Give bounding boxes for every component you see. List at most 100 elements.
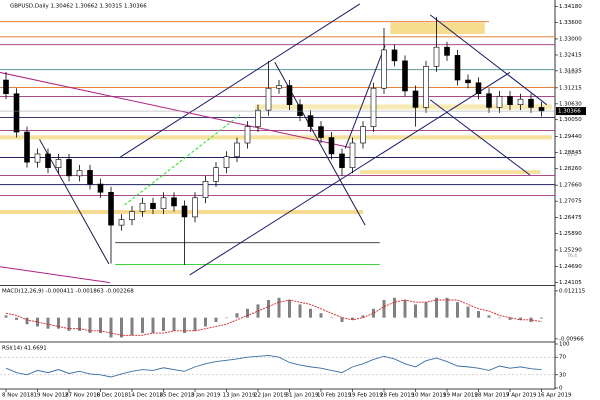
candle-body bbox=[223, 156, 230, 168]
candle-body bbox=[160, 197, 167, 210]
macd-bar bbox=[466, 306, 470, 318]
y-tick-label: 1.29440 bbox=[559, 134, 582, 140]
macd-bar bbox=[183, 317, 186, 334]
fib-label: 76.4 bbox=[567, 253, 577, 259]
macd-bar bbox=[204, 317, 207, 327]
chart-title: GBPUSD,Daily 1.30462 1.30662 1.30315 1.3… bbox=[10, 4, 147, 10]
macd-bar bbox=[88, 317, 92, 334]
macd-bar bbox=[351, 317, 354, 320]
x-tick-label: 3 Jan 2019 bbox=[191, 393, 221, 399]
macd-bar bbox=[424, 302, 428, 318]
candle-body bbox=[45, 153, 51, 168]
candle-body bbox=[24, 131, 30, 163]
candle-body bbox=[108, 191, 114, 226]
candle-body bbox=[286, 85, 293, 105]
candle-body bbox=[402, 60, 408, 92]
macd-bar bbox=[403, 300, 407, 318]
candle-body bbox=[181, 205, 188, 218]
macd-bar bbox=[519, 317, 522, 320]
current-price-box bbox=[556, 107, 586, 116]
x-tick-label: 31 Jan 2019 bbox=[286, 393, 319, 399]
macd-bar bbox=[246, 308, 249, 318]
trend-line bbox=[120, 3, 361, 158]
y-tick-label: 1.34180 bbox=[559, 4, 582, 10]
trend-line bbox=[189, 71, 511, 276]
macd-bar bbox=[67, 317, 71, 331]
rsi-tick-label: 30 bbox=[559, 372, 566, 378]
macd-bar bbox=[393, 297, 396, 318]
y-tick-label: 1.33600 bbox=[559, 20, 582, 26]
candle-body bbox=[444, 46, 450, 56]
candle-body bbox=[192, 197, 198, 218]
macd-bar bbox=[193, 317, 197, 331]
candle-body bbox=[496, 96, 503, 108]
macd-tick-label: -0.00966 bbox=[559, 336, 584, 342]
fib-label: 50.0 bbox=[567, 70, 577, 76]
y-tick-label: 1.24690 bbox=[559, 264, 582, 270]
x-tick-label: 10 Mar 2019 bbox=[412, 393, 447, 399]
macd-bar bbox=[15, 317, 18, 320]
macd-bar bbox=[372, 308, 375, 318]
macd-bar bbox=[309, 308, 312, 318]
macd-bar bbox=[78, 317, 81, 331]
candle-body bbox=[507, 96, 513, 105]
candle-body bbox=[76, 170, 83, 177]
macd-bar bbox=[340, 317, 344, 323]
macd-bar bbox=[57, 317, 60, 329]
y-tick-label: 1.25890 bbox=[559, 231, 582, 237]
y-tick-label: 1.28260 bbox=[559, 166, 582, 172]
macd-signal bbox=[5, 299, 542, 336]
macd-bar bbox=[456, 302, 459, 318]
x-tick-label: 6 Dec 2018 bbox=[97, 393, 129, 399]
x-tick-label: 19 Nov 2018 bbox=[34, 393, 70, 399]
candle-body bbox=[97, 183, 104, 193]
macd-bar bbox=[382, 300, 386, 318]
rsi-line bbox=[5, 354, 542, 378]
y-tick-label: 1.27660 bbox=[559, 183, 582, 189]
macd-bar bbox=[414, 304, 417, 318]
macd-bar bbox=[109, 317, 113, 338]
zone bbox=[0, 210, 363, 214]
candle-body bbox=[234, 142, 240, 157]
x-tick-label: 22 Jan 2019 bbox=[254, 393, 287, 399]
zone bbox=[254, 104, 552, 110]
zone bbox=[0, 135, 552, 140]
y-tick-label: 1.28845 bbox=[559, 150, 582, 156]
candle-body bbox=[118, 219, 125, 226]
candle-body bbox=[318, 126, 324, 138]
zone bbox=[390, 22, 485, 35]
y-tick-label: 1.30630 bbox=[559, 101, 582, 107]
x-tick-label: 14 Dec 2018 bbox=[128, 393, 164, 399]
candle-body bbox=[349, 142, 356, 168]
macd-bar bbox=[288, 300, 291, 318]
trend-line bbox=[124, 114, 241, 206]
macd-bar bbox=[225, 317, 228, 319]
trend-line bbox=[344, 45, 386, 149]
y-tick-label: 1.24105 bbox=[559, 280, 582, 286]
x-tick-label: 16 Apr 2019 bbox=[538, 393, 573, 399]
candle-body bbox=[150, 202, 156, 210]
macd-bar bbox=[277, 297, 281, 318]
candle-body bbox=[307, 115, 314, 127]
macd-bar bbox=[120, 317, 123, 338]
trend-line bbox=[429, 14, 548, 106]
candle-body bbox=[339, 153, 345, 168]
macd-bar bbox=[151, 317, 155, 334]
macd-bar bbox=[130, 317, 134, 336]
candle-body bbox=[276, 85, 282, 89]
candle-body bbox=[213, 167, 219, 182]
macd-bar bbox=[99, 317, 102, 334]
macd-bar bbox=[435, 297, 438, 318]
macd-title: MACD(12,26,9) -0.000411 -0.001863 -0.002… bbox=[2, 289, 134, 295]
macd-bar bbox=[162, 317, 165, 331]
rsi-tick-label: 70 bbox=[559, 355, 566, 361]
candle-body bbox=[255, 109, 261, 127]
macd-bar bbox=[498, 317, 501, 319]
zone bbox=[359, 170, 541, 174]
candle-body bbox=[171, 197, 177, 207]
candle-body bbox=[66, 159, 72, 177]
candle-body bbox=[528, 98, 534, 108]
candle-body bbox=[265, 87, 272, 111]
x-tick-label: 10 Feb 2019 bbox=[317, 393, 352, 399]
